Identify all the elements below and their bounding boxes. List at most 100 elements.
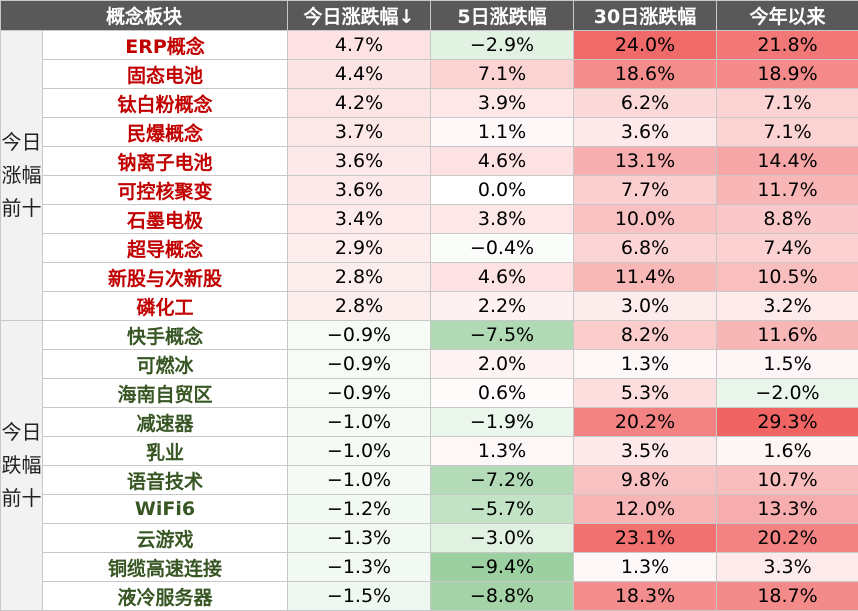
change-cell: 1.5%	[717, 350, 858, 379]
change-cell: 7.1%	[717, 89, 858, 118]
change-cell: 20.2%	[574, 408, 717, 437]
change-cell: 11.6%	[717, 321, 858, 350]
change-cell: 10.5%	[717, 263, 858, 292]
change-cell: 4.2%	[288, 89, 431, 118]
table-row: 减速器−1.0%−1.9%20.2%29.3%	[1, 408, 858, 437]
change-cell: 14.4%	[717, 147, 858, 176]
concept-name: 超导概念	[43, 234, 288, 263]
change-cell: −1.0%	[288, 408, 431, 437]
concept-name: 铜缆高速连接	[43, 553, 288, 582]
table-row: 语音技术−1.0%−7.2%9.8%10.7%	[1, 466, 858, 495]
change-cell: −1.3%	[288, 553, 431, 582]
table-row: 液冷服务器−1.5%−8.8%18.3%18.7%	[1, 582, 858, 611]
change-cell: −0.9%	[288, 379, 431, 408]
concept-name: 可燃冰	[43, 350, 288, 379]
change-cell: 4.6%	[431, 263, 574, 292]
concept-name: 云游戏	[43, 524, 288, 553]
concept-name: 减速器	[43, 408, 288, 437]
concept-name: WiFi6	[43, 495, 288, 524]
change-cell: 10.7%	[717, 466, 858, 495]
change-cell: 13.1%	[574, 147, 717, 176]
change-cell: 3.9%	[431, 89, 574, 118]
change-cell: 4.4%	[288, 60, 431, 89]
change-cell: −2.0%	[717, 379, 858, 408]
change-cell: 1.6%	[717, 437, 858, 466]
change-cell: 20.2%	[717, 524, 858, 553]
table-row: WiFi6−1.2%−5.7%12.0%13.3%	[1, 495, 858, 524]
change-cell: 3.8%	[431, 205, 574, 234]
change-cell: 29.3%	[717, 408, 858, 437]
concept-name: 海南自贸区	[43, 379, 288, 408]
change-cell: 6.2%	[574, 89, 717, 118]
change-cell: −7.5%	[431, 321, 574, 350]
change-cell: −9.4%	[431, 553, 574, 582]
change-cell: 2.8%	[288, 263, 431, 292]
concept-name: 语音技术	[43, 466, 288, 495]
concept-name: 钠离子电池	[43, 147, 288, 176]
change-cell: 0.6%	[431, 379, 574, 408]
table-row: 乳业−1.0%1.3%3.5%1.6%	[1, 437, 858, 466]
change-cell: 7.4%	[717, 234, 858, 263]
concept-name: 民爆概念	[43, 118, 288, 147]
change-cell: 23.1%	[574, 524, 717, 553]
header-cell: 概念板块	[1, 1, 288, 31]
change-cell: 8.2%	[574, 321, 717, 350]
change-cell: 3.0%	[574, 292, 717, 321]
change-cell: 8.8%	[717, 205, 858, 234]
change-cell: −0.9%	[288, 321, 431, 350]
concept-name: 可控核聚变	[43, 176, 288, 205]
change-cell: −1.5%	[288, 582, 431, 611]
change-cell: 18.7%	[717, 582, 858, 611]
concept-name: 石墨电极	[43, 205, 288, 234]
change-cell: 12.0%	[574, 495, 717, 524]
change-cell: 10.0%	[574, 205, 717, 234]
header-cell: 今年以来	[717, 1, 858, 31]
table-row: 铜缆高速连接−1.3%−9.4%1.3%3.3%	[1, 553, 858, 582]
group-label: 今日涨幅前十	[1, 31, 43, 321]
change-cell: −8.8%	[431, 582, 574, 611]
change-cell: 4.7%	[288, 31, 431, 60]
concept-name: 新股与次新股	[43, 263, 288, 292]
change-cell: 18.6%	[574, 60, 717, 89]
change-cell: 5.3%	[574, 379, 717, 408]
table-row: 海南自贸区−0.9%0.6%5.3%−2.0%	[1, 379, 858, 408]
change-cell: 0.0%	[431, 176, 574, 205]
concept-name: 液冷服务器	[43, 582, 288, 611]
change-cell: 3.5%	[574, 437, 717, 466]
concept-name: 磷化工	[43, 292, 288, 321]
change-cell: 24.0%	[574, 31, 717, 60]
change-cell: −1.9%	[431, 408, 574, 437]
change-cell: 7.1%	[431, 60, 574, 89]
change-cell: 3.6%	[288, 176, 431, 205]
change-cell: 3.3%	[717, 553, 858, 582]
change-cell: 1.3%	[431, 437, 574, 466]
change-cell: 1.3%	[574, 553, 717, 582]
change-cell: 2.9%	[288, 234, 431, 263]
change-cell: 3.6%	[574, 118, 717, 147]
change-cell: 7.1%	[717, 118, 858, 147]
change-cell: 2.0%	[431, 350, 574, 379]
concept-name: 快手概念	[43, 321, 288, 350]
change-cell: −0.4%	[431, 234, 574, 263]
concept-name: 固态电池	[43, 60, 288, 89]
change-cell: 6.8%	[574, 234, 717, 263]
change-cell: −7.2%	[431, 466, 574, 495]
header-cell: 5日涨跌幅	[431, 1, 574, 31]
change-cell: 18.9%	[717, 60, 858, 89]
concept-name: 乳业	[43, 437, 288, 466]
change-cell: 7.7%	[574, 176, 717, 205]
table-row: 可燃冰−0.9%2.0%1.3%1.5%	[1, 350, 858, 379]
header-cell: 今日涨跌幅↓	[288, 1, 431, 31]
